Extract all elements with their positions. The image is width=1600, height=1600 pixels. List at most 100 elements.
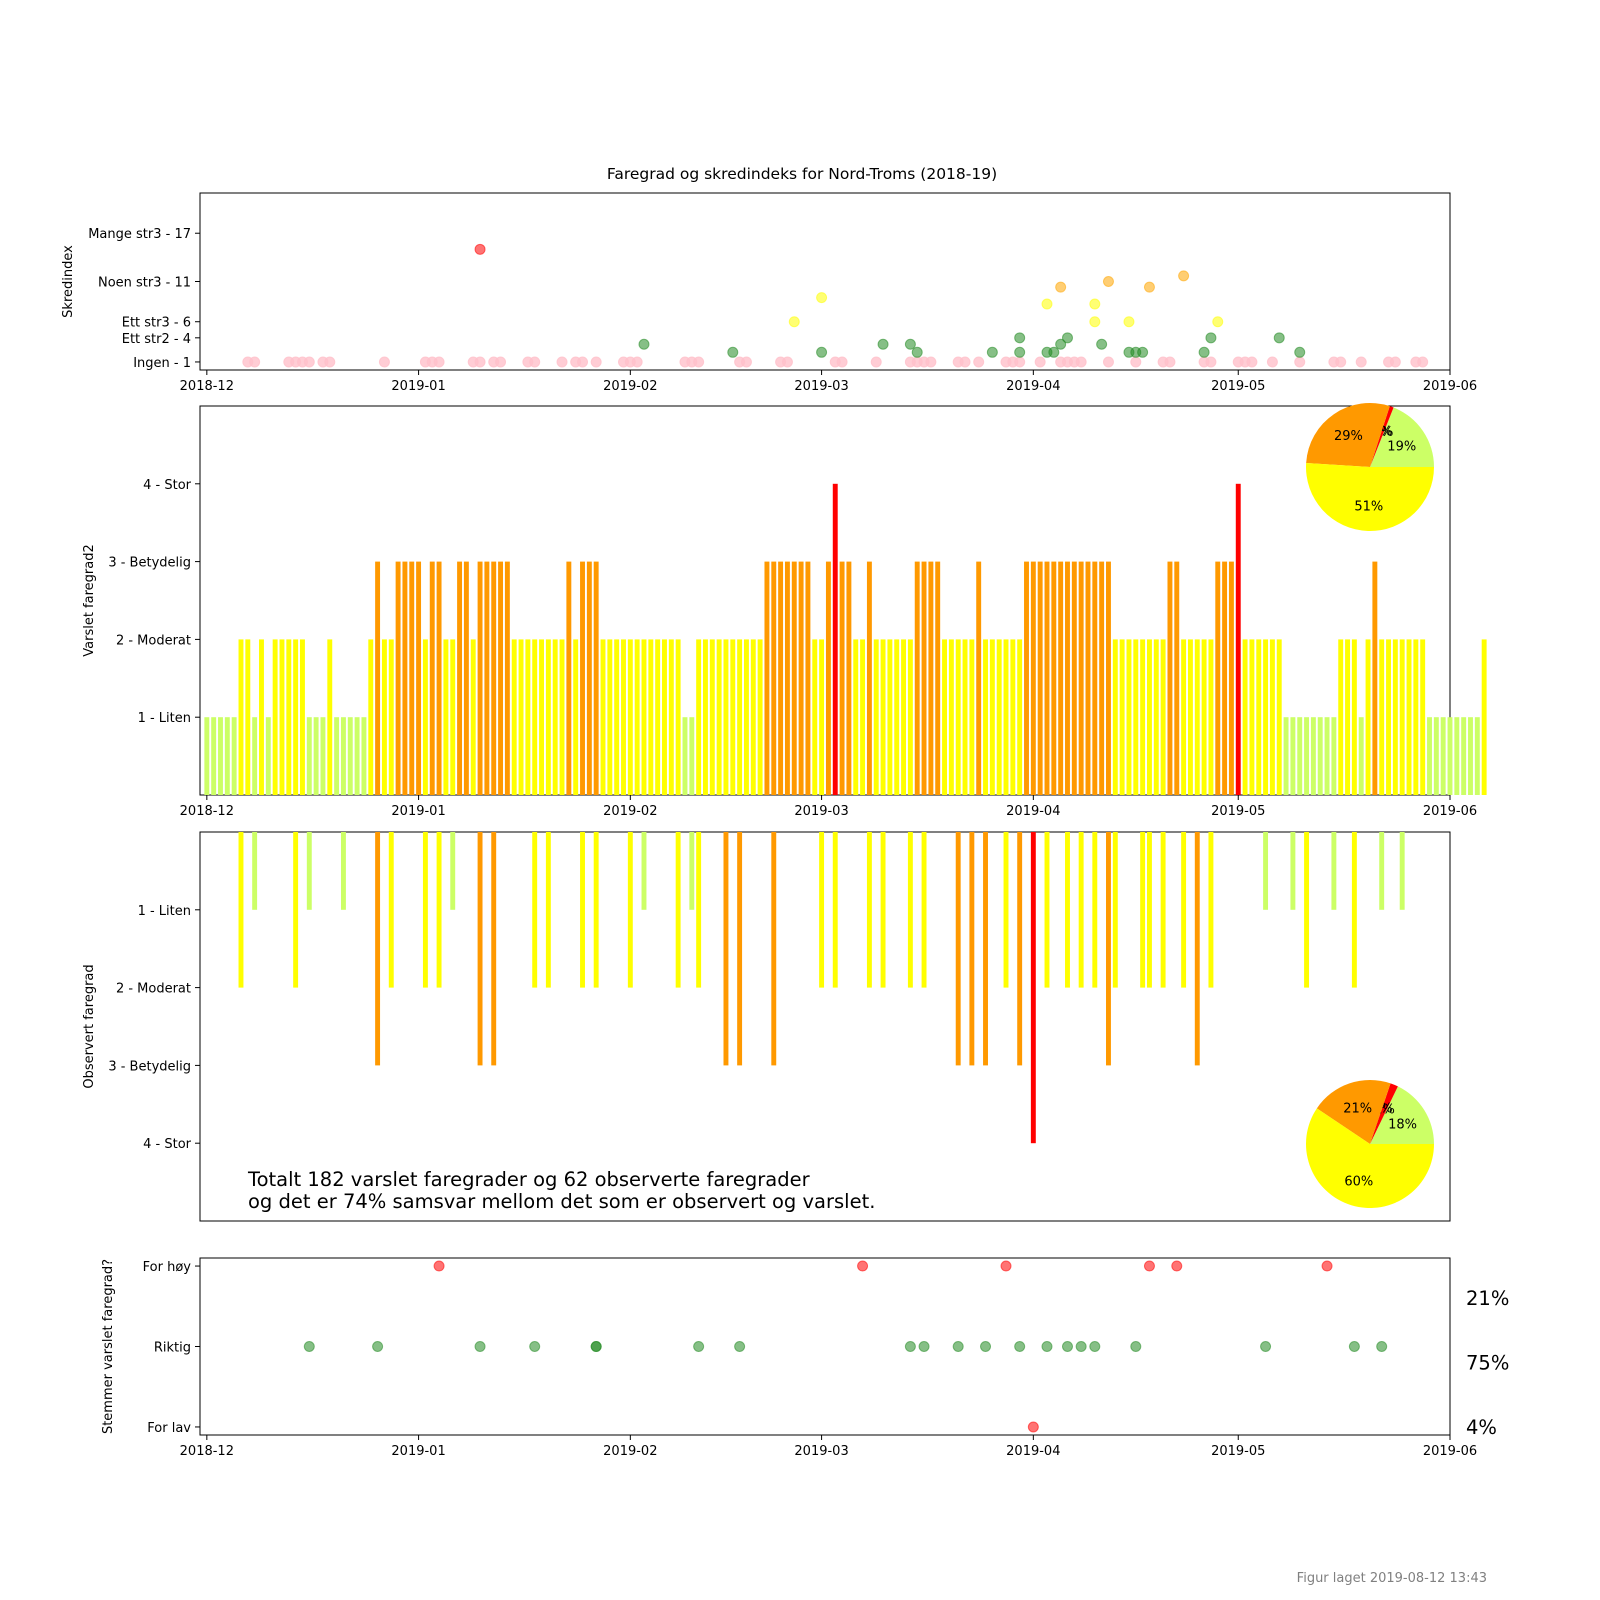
x-tick-label: 2019-02 [603, 379, 657, 394]
y-tick-label: 3 - Betydelig [108, 556, 191, 571]
data-point [740, 356, 752, 368]
x-tick-label: 2019-06 [1423, 804, 1477, 819]
data-point [816, 292, 828, 304]
forecast-bar [860, 639, 866, 795]
data-point [1055, 281, 1067, 293]
forecast-bar [1454, 717, 1460, 795]
forecast-bar [504, 561, 510, 795]
pie-slice-label: 60% [1344, 1175, 1373, 1190]
observert-faregrad-panel: 1 - Liten 2 - Moderat 3 - Betydelig 4 - Sto… [82, 831, 1451, 1222]
forecast-bar [545, 639, 551, 795]
data-point [1048, 346, 1060, 358]
forecast-bar [921, 561, 927, 795]
observation-bar [293, 832, 299, 988]
forecast-bar [1413, 639, 1419, 795]
forecast-bar [914, 561, 920, 795]
data-point [1014, 346, 1026, 358]
data-point [474, 356, 486, 368]
forecast-bar [791, 561, 797, 795]
forecast-bar [709, 639, 715, 795]
forecast-bar [1037, 561, 1043, 795]
forecast-bar [300, 639, 305, 795]
forecast-bar [429, 561, 435, 795]
y-tick-label: Noen str3 - 11 [98, 276, 191, 291]
observation-bar [450, 832, 456, 910]
observation-bar [969, 832, 975, 1066]
forecast-bar [832, 483, 838, 795]
forecast-bar [286, 639, 292, 795]
forecast-bar [600, 639, 606, 795]
forecast-bar [901, 639, 907, 795]
forecast-bar [1010, 639, 1016, 795]
forecast-bar [252, 717, 258, 795]
observation-bar [723, 832, 729, 1066]
forecast-bar [409, 561, 415, 795]
data-point [1273, 332, 1285, 344]
forecast-bar [361, 717, 367, 795]
data-point [529, 356, 541, 368]
plot-frame [199, 405, 1451, 796]
x-tick-label: 2019-05 [1211, 804, 1265, 819]
observation-bar [921, 832, 927, 988]
forecast-bar [293, 639, 299, 795]
data-point [631, 356, 643, 368]
forecast-bar [525, 639, 531, 795]
forecast-bar [1181, 639, 1187, 795]
forecast-bar [224, 717, 230, 795]
y-tick-label: Ett str3 - 6 [122, 316, 191, 331]
y-tick-label: 3 - Betydelig [108, 1059, 191, 1074]
observation-bar [1160, 832, 1166, 988]
observation-bar [252, 832, 258, 910]
forecast-bar [887, 639, 893, 795]
observation-bar [955, 832, 961, 1066]
forecast-bar [491, 561, 497, 795]
pie-slice-label: 21% [1343, 1102, 1372, 1117]
observation-bar [866, 832, 872, 988]
data-point [925, 356, 937, 368]
forecast-bar [1085, 561, 1091, 795]
summary-line-1: Totalt 182 varslet faregrader og 62 obse… [247, 1168, 811, 1191]
pie-slice [1370, 1086, 1434, 1144]
forecast-bar [238, 639, 244, 795]
forecast-bar [1372, 561, 1378, 795]
forecast-bar [1331, 717, 1337, 795]
data-point [1178, 270, 1190, 282]
x-tick-label: 2019-02 [603, 1444, 657, 1459]
data-point [474, 243, 486, 255]
forecast-bar [1249, 639, 1255, 795]
forecast-bar [1461, 717, 1467, 795]
forecast-bar [928, 561, 934, 795]
forecast-bar [470, 639, 476, 795]
forecast-bar [737, 639, 743, 795]
forecast-bar [607, 639, 613, 795]
data-point [836, 356, 848, 368]
y-tick-label: 2 - Moderat [116, 982, 191, 997]
data-point [372, 1341, 384, 1352]
forecast-bar [853, 639, 859, 795]
forecast-bar [1263, 639, 1269, 795]
forecast-bar [573, 639, 579, 795]
forecast-bar [1194, 639, 1200, 795]
data-point [1055, 338, 1067, 350]
forecast-bar [245, 639, 251, 795]
forecast-bar [866, 561, 872, 795]
forecast-bar [1256, 639, 1262, 795]
forecast-bar [381, 639, 387, 795]
forecast-bar [1024, 561, 1029, 795]
plot-frame [199, 192, 1451, 371]
observation-bar [340, 832, 346, 910]
forecast-bar [559, 639, 565, 795]
observation-bar [1106, 832, 1111, 1066]
forecast-bar [231, 717, 237, 795]
data-point [1321, 1260, 1333, 1272]
forecast-bar [1283, 717, 1289, 795]
y-tick-label: Mange str3 - 17 [88, 227, 191, 242]
share-label: 75% [1466, 1352, 1509, 1375]
observation-bar [983, 832, 988, 1066]
observation-bar [675, 832, 681, 988]
x-tick-label: 2018-12 [180, 804, 234, 819]
forecast-bar [463, 561, 469, 795]
observation-bar [1017, 832, 1023, 1066]
observation-bar [1065, 832, 1070, 988]
forecast-bar [1276, 639, 1282, 795]
